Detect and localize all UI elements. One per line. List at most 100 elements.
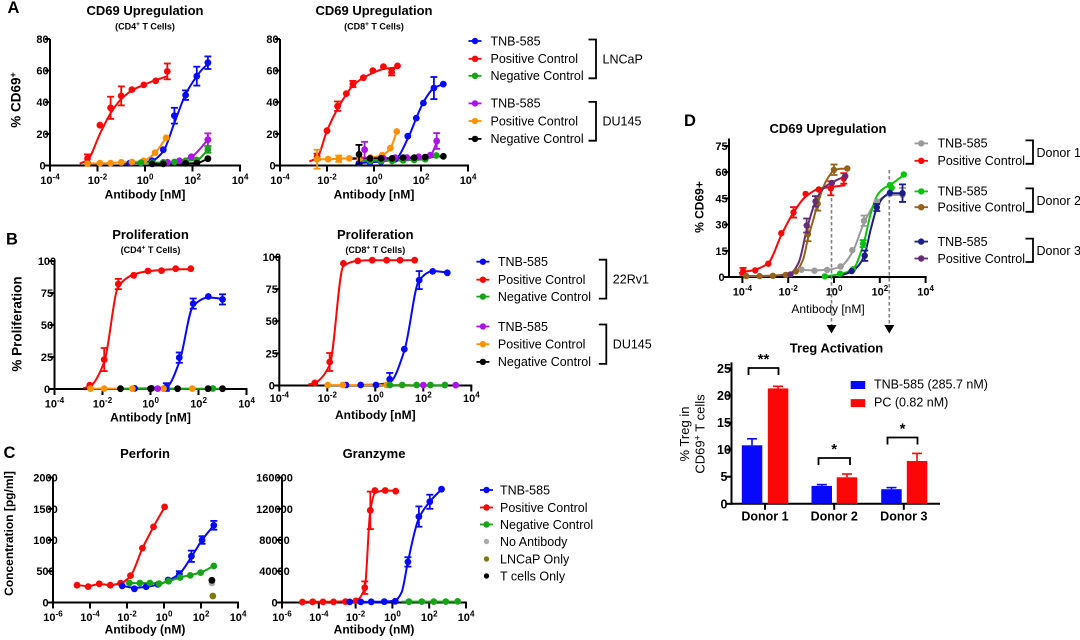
svg-text:75: 75 [715,141,727,153]
svg-text:60: 60 [266,66,278,78]
svg-text:Antibody [nM]: Antibody [nM] [334,188,415,202]
svg-text:TNB-585: TNB-585 [498,255,548,269]
svg-text:Negative Control: Negative Control [491,132,584,146]
svg-text:DU145: DU145 [613,338,652,352]
svg-text:CD69 Upregulation: CD69 Upregulation [86,3,203,18]
svg-text:Granzyme: Granzyme [343,446,406,461]
svg-text:Donor 3: Donor 3 [880,510,927,524]
svg-text:(CD4+ T Cells): (CD4+ T Cells) [121,245,181,256]
svg-text:50: 50 [41,320,53,332]
svg-text:100: 100 [263,252,281,264]
svg-text:*: * [900,421,906,438]
svg-text:0: 0 [39,161,45,173]
svg-text:75: 75 [266,284,278,296]
svg-text:Treg Activation: Treg Activation [790,341,883,356]
svg-text:40: 40 [266,97,278,109]
svg-text:50: 50 [266,316,278,328]
svg-text:80: 80 [266,34,278,46]
svg-text:160000: 160000 [256,473,293,485]
svg-text:Donor 2: Donor 2 [811,510,858,524]
svg-text:Positive Control: Positive Control [491,114,579,128]
svg-text:Positive Control: Positive Control [498,273,586,287]
svg-text:TNB-585: TNB-585 [938,235,988,249]
svg-text:1500: 1500 [33,504,57,516]
svg-text:20: 20 [717,389,731,403]
svg-text:Proliferation: Proliferation [337,227,414,242]
svg-text:75: 75 [41,288,53,300]
svg-text:LNCaP Only: LNCaP Only [500,552,570,566]
svg-text:2000: 2000 [33,473,57,485]
svg-text:TNB-585 (285.7 nM): TNB-585 (285.7 nM) [874,378,988,392]
svg-text:1000: 1000 [33,535,57,547]
svg-text:Negative Control: Negative Control [500,518,593,532]
svg-text:80: 80 [36,34,48,46]
svg-text:Positive Control: Positive Control [938,201,1026,215]
svg-text:80000: 80000 [259,535,290,547]
svg-text:0: 0 [271,598,277,610]
svg-text:60: 60 [715,167,727,179]
svg-text:Antibody (nM): Antibody (nM) [334,623,415,637]
svg-text:Donor 3: Donor 3 [1037,244,1080,258]
svg-text:C: C [4,444,16,462]
svg-text:TNB-585: TNB-585 [938,185,988,199]
svg-text:**: ** [758,351,770,368]
svg-text:Positive Control: Positive Control [491,52,579,66]
svg-text:% Proliferation: % Proliferation [10,276,25,371]
svg-text:Negative Control: Negative Control [491,69,584,83]
svg-text:Negative Control: Negative Control [498,355,591,369]
svg-text:30: 30 [715,220,727,232]
svg-text:Donor 2: Donor 2 [1037,194,1080,208]
svg-text:No Antibody: No Antibody [500,535,568,549]
svg-text:% CD69+: % CD69+ [8,72,24,128]
svg-text:% Treg in: % Treg in [677,407,692,462]
svg-text:0: 0 [269,161,275,173]
svg-text:20: 20 [36,129,48,141]
svg-text:25: 25 [41,352,53,364]
svg-text:(CD8+ T Cells): (CD8+ T Cells) [344,21,404,32]
svg-text:CD69+ T cells: CD69+ T cells [693,394,708,474]
svg-text:B: B [6,231,18,249]
svg-text:60: 60 [36,66,48,78]
svg-text:15: 15 [717,416,731,430]
svg-text:T cells Only: T cells Only [500,569,566,583]
svg-text:0: 0 [44,384,50,396]
svg-text:Donor 1: Donor 1 [1037,146,1080,160]
svg-text:Positive Control: Positive Control [498,338,586,352]
svg-text:Antibody [nM]: Antibody [nM] [105,188,186,202]
svg-text:% CD69+: % CD69+ [693,181,707,233]
svg-text:TNB-585: TNB-585 [938,137,988,151]
svg-text:Concentration [pg/ml]: Concentration [pg/ml] [2,471,16,596]
svg-text:45: 45 [715,193,727,205]
svg-text:500: 500 [36,566,54,578]
svg-text:PC (0.82 nM): PC (0.82 nM) [874,396,948,410]
svg-text:40000: 40000 [259,566,290,578]
svg-text:0: 0 [42,598,48,610]
svg-text:Perforin: Perforin [120,446,170,461]
svg-text:TNB-585: TNB-585 [500,483,550,497]
svg-text:TNB-585: TNB-585 [491,34,541,48]
svg-text:(CD4+ T Cells): (CD4+ T Cells) [115,21,175,32]
svg-text:40: 40 [36,97,48,109]
svg-text:CD69 Upregulation: CD69 Upregulation [769,121,886,136]
svg-text:0: 0 [269,381,275,393]
svg-text:20: 20 [266,129,278,141]
svg-text:DU145: DU145 [603,115,642,129]
svg-text:D: D [684,112,696,130]
svg-text:TNB-585: TNB-585 [491,97,541,111]
svg-text:CD69 Upregulation: CD69 Upregulation [315,3,432,18]
svg-text:5: 5 [721,470,728,484]
svg-text:(CD8+ T Cells): (CD8+ T Cells) [345,245,405,256]
svg-text:LNCaP: LNCaP [603,52,643,66]
svg-text:A: A [8,0,20,17]
svg-text:22Rv1: 22Rv1 [613,273,649,287]
svg-text:15: 15 [715,246,727,258]
svg-text:Antibody (nM): Antibody (nM) [105,623,186,637]
svg-text:25: 25 [266,348,278,360]
svg-text:120000: 120000 [256,504,293,516]
svg-text:TNB-585: TNB-585 [498,320,548,334]
svg-text:100: 100 [38,256,56,268]
svg-text:0: 0 [721,497,728,511]
svg-text:Negative Control: Negative Control [498,290,591,304]
svg-text:Donor 1: Donor 1 [741,510,788,524]
svg-text:Antibody [nM]: Antibody [nM] [791,302,864,316]
